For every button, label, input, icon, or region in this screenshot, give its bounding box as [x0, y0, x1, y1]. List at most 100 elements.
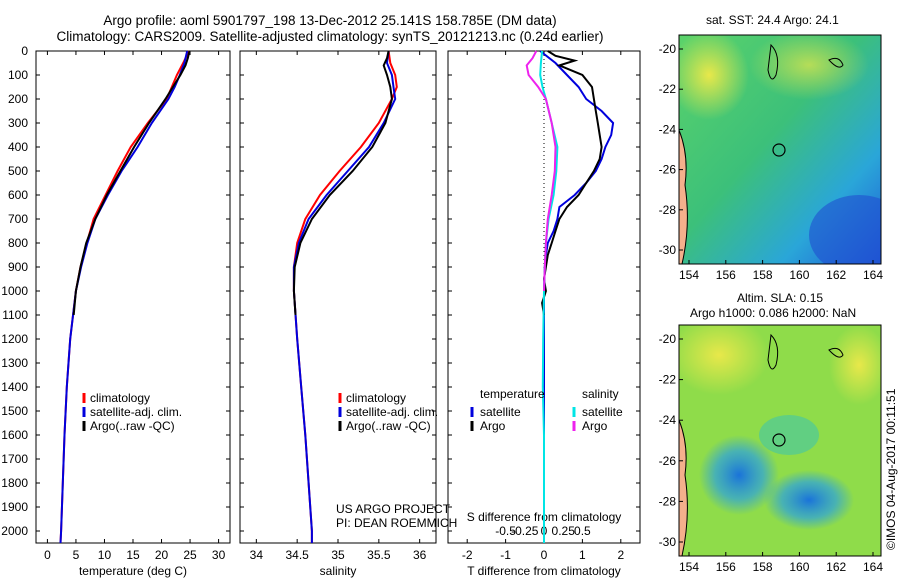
- salinity-diff-tick-label: 0.5: [574, 524, 591, 538]
- lon-tick-label: 160: [789, 268, 809, 282]
- series-line-temperature-argo: [541, 50, 603, 316]
- x-tick-label: 0: [541, 548, 548, 562]
- legend-label: Argo(..raw -QC): [346, 419, 431, 433]
- pi-label: PI: DEAN ROEMMICH: [336, 516, 457, 530]
- lat-tick-label: -26: [659, 163, 677, 177]
- legend-header: salinity: [582, 387, 619, 401]
- x-tick-label: 30: [212, 548, 226, 562]
- depth-tick-label: 1000: [1, 284, 28, 298]
- legend-label: Argo: [582, 419, 608, 433]
- x-tick-label: 34: [250, 548, 264, 562]
- legend-label: satellite-adj. clim.: [346, 405, 438, 419]
- legend-header: temperature: [480, 387, 545, 401]
- depth-tick-label: 1700: [1, 452, 28, 466]
- lat-tick-label: -22: [659, 82, 677, 96]
- x-tick-label: 34.5: [285, 548, 309, 562]
- lon-tick-label: 158: [753, 268, 773, 282]
- low-sla-patch: [764, 470, 854, 530]
- low-sla-patch: [699, 435, 779, 515]
- lon-tick-label: 164: [863, 268, 883, 282]
- depth-tick-label: 500: [8, 164, 28, 178]
- warm-patch: [679, 35, 749, 120]
- depth-tick-label: 0: [21, 44, 28, 58]
- series-line-temperature-satellite: [539, 50, 615, 543]
- series-line-satellite-adj-clim-: [59, 50, 189, 544]
- depth-tick-label: 1500: [1, 404, 28, 418]
- series-line-satellite-adj-clim-: [292, 50, 397, 543]
- lat-tick-label: -20: [659, 332, 677, 346]
- sla-map-title-2: Argo h1000: 0.086 h2000: NaN: [690, 306, 857, 320]
- lon-tick-label: 160: [789, 560, 809, 574]
- depth-tick-label: 300: [8, 116, 28, 130]
- coastline: [679, 129, 688, 264]
- x-tick-label: 25: [183, 548, 197, 562]
- series-line-climatology: [59, 50, 190, 544]
- x-tick-label: 0: [44, 548, 51, 562]
- depth-tick-label: 900: [8, 260, 28, 274]
- series-line-argo-raw-qc-: [292, 50, 393, 316]
- lat-tick-label: -28: [659, 203, 677, 217]
- plot-frame: [239, 50, 437, 544]
- lat-tick-label: -26: [659, 454, 677, 468]
- warm-patch: [749, 35, 869, 100]
- sla-map-title-1: Altim. SLA: 0.15: [737, 291, 824, 305]
- chart-panel-temperature: 0 5 10 15 20 25 30 temperature (deg C) climatolo…: [35, 50, 231, 578]
- x-tick-label: 5: [73, 548, 80, 562]
- depth-tick-label: 600: [8, 188, 28, 202]
- mid-sla-patch: [759, 415, 819, 455]
- series-line-argo-raw-qc-: [72, 50, 191, 316]
- depth-tick-label: 700: [8, 212, 28, 226]
- legend-label: satellite: [480, 405, 521, 419]
- x-tick-label: -1: [500, 548, 511, 562]
- lat-tick-label: -28: [659, 494, 677, 508]
- legend-label: Argo(..raw -QC): [90, 419, 175, 433]
- lon-tick-label: 154: [679, 560, 699, 574]
- depth-tick-label: 100: [8, 68, 28, 82]
- lat-tick-label: -24: [659, 413, 677, 427]
- series-line-salinity-argo: [525, 50, 557, 292]
- lat-tick-label: -30: [659, 243, 677, 257]
- cool-patch: [809, 195, 881, 264]
- depth-tick-label: 400: [8, 140, 28, 154]
- x-tick-label: 15: [126, 548, 140, 562]
- depth-tick-label: 2000: [1, 524, 28, 538]
- x-tick-label: 35: [331, 548, 345, 562]
- sst-map-title: sat. SST: 24.4 Argo: 24.1: [706, 13, 839, 27]
- high-sla-patch: [829, 325, 881, 405]
- legend-label: Argo: [480, 419, 506, 433]
- island-outline: [828, 347, 844, 358]
- depth-tick-label: 1300: [1, 356, 28, 370]
- salinity-diff-tick-label: -0.25: [511, 524, 539, 538]
- depth-tick-label: 1100: [2, 308, 28, 322]
- lat-tick-label: -30: [659, 535, 677, 549]
- lon-tick-label: 164: [863, 560, 883, 574]
- lon-tick-label: 162: [826, 268, 846, 282]
- x-tick-label: -2: [462, 548, 473, 562]
- depth-tick-label: 1200: [1, 332, 28, 346]
- series-line-salinity-satellite: [539, 50, 559, 543]
- x-axis-label: salinity: [320, 564, 357, 578]
- legend-label: satellite: [582, 405, 623, 419]
- lat-tick-label: -22: [659, 373, 677, 387]
- x-axis-label: T difference from climatology: [467, 564, 621, 578]
- depth-tick-label: 200: [8, 92, 28, 106]
- island-outline: [828, 57, 844, 68]
- legend-label: climatology: [90, 391, 150, 405]
- x-tick-label: 2: [617, 548, 624, 562]
- x-tick-label: 36: [413, 548, 427, 562]
- depth-tick-label: 1900: [1, 500, 28, 514]
- coastline: [679, 419, 688, 556]
- x-tick-label: 10: [98, 548, 112, 562]
- x-tick-label: 35.5: [367, 548, 391, 562]
- depth-tick-label: 1400: [1, 380, 28, 394]
- depth-tick-label: 800: [8, 236, 28, 250]
- legend-label: satellite-adj. clim.: [90, 405, 182, 419]
- lon-tick-label: 154: [679, 268, 699, 282]
- lon-tick-label: 156: [716, 560, 736, 574]
- salinity-diff-tick-label: 0.25: [552, 524, 576, 538]
- legend-label: climatology: [346, 391, 406, 405]
- map-frame: [678, 324, 882, 557]
- depth-tick-label: 1800: [1, 476, 28, 490]
